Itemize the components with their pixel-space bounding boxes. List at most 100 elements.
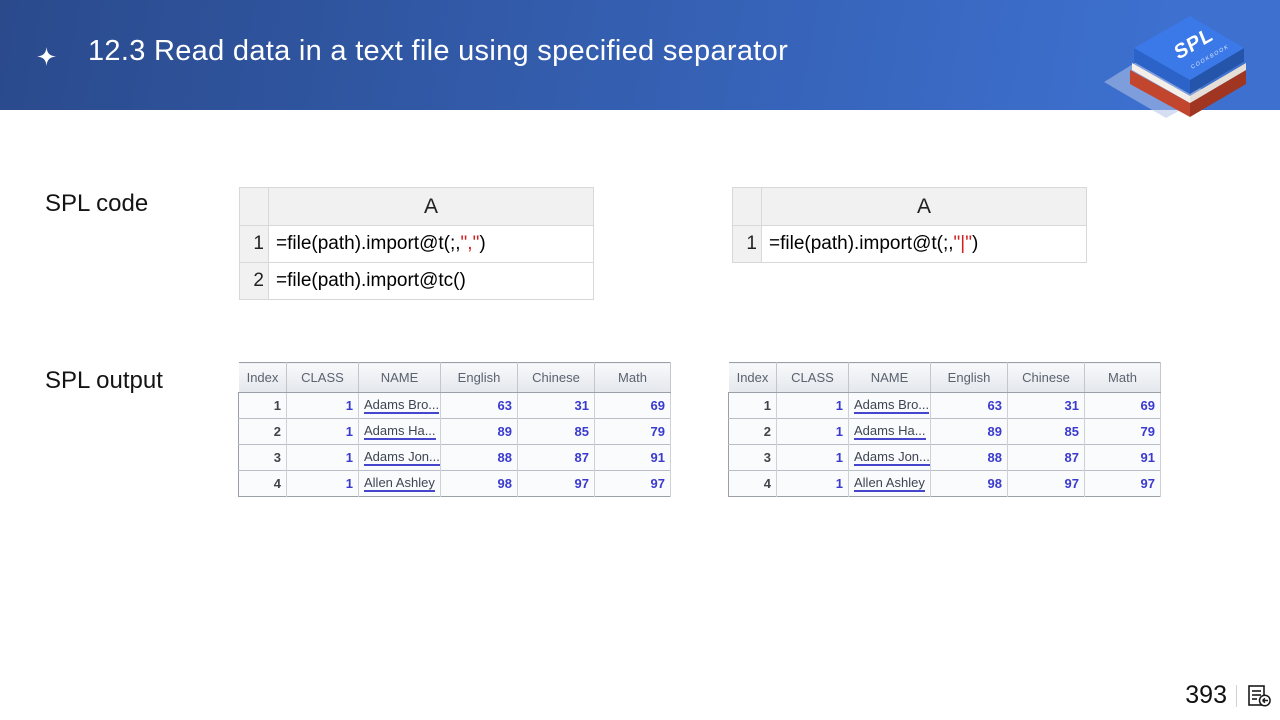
value-cell: 79: [1084, 418, 1161, 445]
name-cell: Adams Jon...: [848, 444, 931, 471]
name-cell: Adams Bro...: [848, 392, 931, 419]
value-cell: 97: [594, 470, 671, 497]
column-header: A: [268, 187, 594, 226]
value-cell: 2: [238, 418, 287, 445]
back-to-contents-icon: [1248, 684, 1271, 707]
column-header: English: [440, 362, 518, 393]
name-link: Allen Ashley: [364, 475, 435, 492]
value-cell: 88: [930, 444, 1008, 471]
formula-text: =file(path).import@t(;,: [769, 233, 954, 254]
name-cell: Adams Ha...: [358, 418, 441, 445]
value-cell: 3: [238, 444, 287, 471]
column-header: A: [761, 187, 1087, 226]
output-data-table-right: Index CLASS NAME English Chinese Math 1 1 Adams …: [728, 362, 1161, 497]
value-cell: 2: [728, 418, 777, 445]
name-link: Adams Jon...: [854, 449, 930, 466]
header-bar: 12.3 Read data in a text file using spec…: [0, 0, 1280, 118]
column-header: CLASS: [776, 362, 849, 393]
value-cell: 87: [517, 444, 595, 471]
value-cell: 1: [238, 392, 287, 419]
output-header-row: Index CLASS NAME English Chinese Math: [728, 362, 1161, 393]
formula-text: ): [971, 233, 979, 254]
table-row: 2 1 Adams Ha... 89 85 79: [728, 418, 1161, 445]
row-number: 2: [239, 262, 269, 300]
table-row: 4 1 Allen Ashley 98 97 97: [728, 470, 1161, 497]
name-cell: Allen Ashley: [358, 470, 441, 497]
formula-separator-highlight: "|": [953, 233, 972, 254]
value-cell: 88: [440, 444, 518, 471]
value-cell: 31: [1007, 392, 1085, 419]
value-cell: 1: [286, 392, 359, 419]
value-cell: 1: [728, 392, 777, 419]
value-cell: 4: [728, 470, 777, 497]
row-number: 1: [239, 225, 269, 263]
code-grid-header-row: A: [239, 187, 594, 226]
column-header: English: [930, 362, 1008, 393]
name-cell: Adams Bro...: [358, 392, 441, 419]
value-cell: 1: [776, 418, 849, 445]
column-header: Chinese: [1007, 362, 1085, 393]
code-row: 1 =file(path).import@t(;,","): [239, 225, 594, 263]
page-number: 393: [1185, 681, 1227, 709]
value-cell: 1: [776, 470, 849, 497]
output-data-table-left: Index CLASS NAME English Chinese Math 1 1 Adams …: [238, 362, 671, 497]
page-title: 12.3 Read data in a text file using spec…: [88, 35, 789, 67]
formula-cell: =file(path).import@t(;,","): [268, 225, 594, 263]
value-cell: 91: [594, 444, 671, 471]
row-number: 1: [732, 225, 762, 263]
table-row: 4 1 Allen Ashley 98 97 97: [238, 470, 671, 497]
value-cell: 69: [1084, 392, 1161, 419]
column-header: Index: [728, 362, 777, 393]
value-cell: 89: [440, 418, 518, 445]
value-cell: 3: [728, 444, 777, 471]
name-link: Adams Bro...: [854, 397, 930, 414]
value-cell: 79: [594, 418, 671, 445]
name-cell: Allen Ashley: [848, 470, 931, 497]
column-header: Chinese: [517, 362, 595, 393]
value-cell: 1: [286, 418, 359, 445]
column-header: Math: [594, 362, 671, 393]
name-link: Allen Ashley: [854, 475, 925, 492]
value-cell: 85: [1007, 418, 1085, 445]
value-cell: 85: [517, 418, 595, 445]
value-cell: 91: [1084, 444, 1161, 471]
value-cell: 1: [776, 392, 849, 419]
formula-text: =file(path).import@t(;,: [276, 233, 461, 254]
spl-code-label: SPL code: [45, 190, 149, 217]
name-link: Adams Bro...: [364, 397, 440, 414]
column-header: Math: [1084, 362, 1161, 393]
value-cell: 1: [286, 470, 359, 497]
value-cell: 1: [776, 444, 849, 471]
column-header: NAME: [848, 362, 931, 393]
spl-cookbook-logo: SPL COOKBOOK: [1104, 16, 1246, 118]
table-row: 3 1 Adams Jon... 88 87 91: [238, 444, 671, 471]
column-header: NAME: [358, 362, 441, 393]
table-row: 3 1 Adams Jon... 88 87 91: [728, 444, 1161, 471]
value-cell: 87: [1007, 444, 1085, 471]
value-cell: 98: [440, 470, 518, 497]
column-header: Index: [238, 362, 287, 393]
corner-cell: [732, 187, 762, 226]
formula-cell: =file(path).import@tc(): [268, 262, 594, 300]
value-cell: 4: [238, 470, 287, 497]
formula-text: =file(path).import@tc(): [276, 270, 466, 291]
spl-output-label: SPL output: [45, 367, 163, 394]
value-cell: 31: [517, 392, 595, 419]
footer: 393: [1185, 681, 1272, 710]
value-cell: 98: [930, 470, 1008, 497]
name-link: Adams Jon...: [364, 449, 440, 466]
code-row: 2 =file(path).import@tc(): [239, 262, 594, 300]
name-cell: Adams Jon...: [358, 444, 441, 471]
value-cell: 89: [930, 418, 1008, 445]
code-grid-left: A 1 =file(path).import@t(;,",") 2 =file(…: [239, 187, 594, 300]
four-pointed-star-icon: [37, 47, 56, 66]
value-cell: 63: [930, 392, 1008, 419]
table-row: 2 1 Adams Ha... 89 85 79: [238, 418, 671, 445]
value-cell: 97: [1084, 470, 1161, 497]
formula-separator-highlight: ",": [460, 233, 480, 254]
value-cell: 69: [594, 392, 671, 419]
footer-divider: [1236, 684, 1237, 707]
corner-cell: [239, 187, 269, 226]
table-row: 1 1 Adams Bro... 63 31 69: [238, 392, 671, 419]
code-grid-header-row: A: [732, 187, 1087, 226]
